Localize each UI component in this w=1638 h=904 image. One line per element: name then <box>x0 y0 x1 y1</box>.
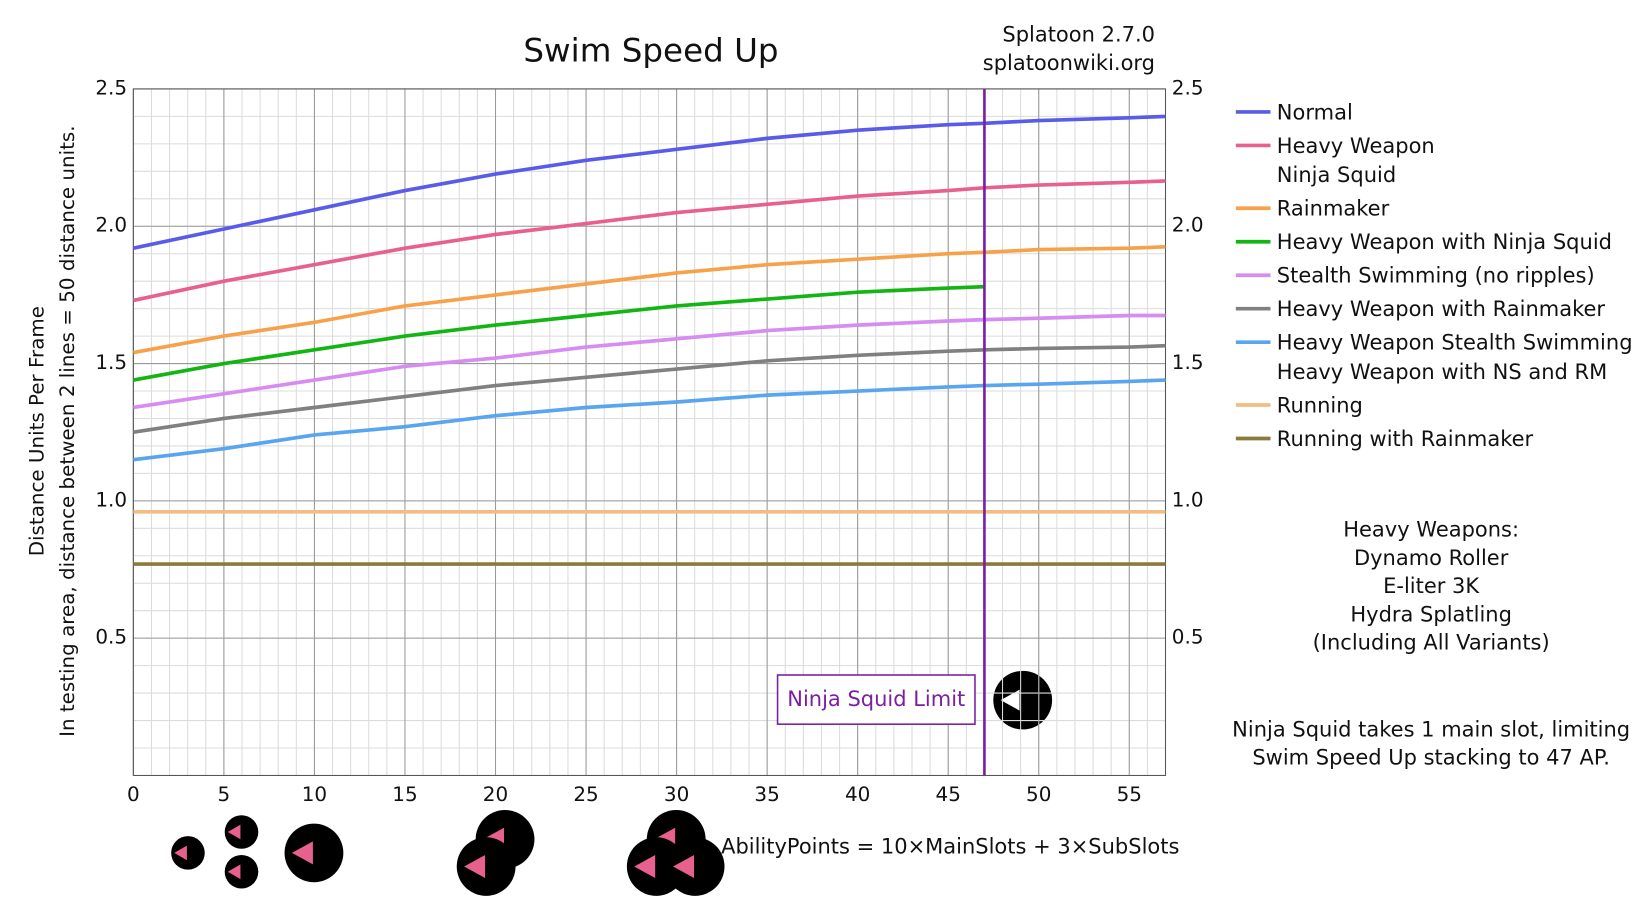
legend-label: Running with Rainmaker <box>1276 425 1534 452</box>
legend-label: Heavy Weapon Ninja Squid <box>1276 132 1435 188</box>
note: (Including All Variants) <box>1313 631 1550 655</box>
series-line <box>133 313 1166 410</box>
series-line <box>132 114 1166 251</box>
y2-tick-label: 1.5 <box>1172 351 1204 374</box>
note: Heavy Weapons: <box>1343 518 1519 542</box>
legend-entry: Normal <box>1276 99 1353 125</box>
y-tick-label: 1.5 <box>95 351 127 374</box>
legend-entry: Heavy Weapon Stealth Swimming Heavy Weap… <box>1276 329 1633 385</box>
footnote: Swim Speed Up stacking to 47 AP. <box>1252 746 1610 770</box>
y-tick-label: 0.5 <box>95 626 127 649</box>
limit-label: Ninja Squid Limit <box>787 687 965 711</box>
y2-tick-label: 0.5 <box>1172 626 1204 649</box>
note: E-liter 3K <box>1383 574 1480 598</box>
source: Splatoon 2.7.0 <box>1002 23 1155 47</box>
y2-tick-label: 1.0 <box>1172 488 1204 511</box>
y2-tick-label: 2.0 <box>1172 214 1204 237</box>
note: Hydra Splatling <box>1350 602 1512 626</box>
x-tick-label: 50 <box>1026 783 1051 806</box>
y2-tick-label: 2.5 <box>1172 76 1204 99</box>
series-line <box>133 343 1166 435</box>
chart-title: Swim Speed Up <box>523 31 778 69</box>
legend-label: Heavy Weapon with Ninja Squid <box>1276 229 1612 255</box>
legend-label: Rainmaker <box>1276 195 1390 221</box>
ability-icons <box>171 670 1053 896</box>
x-tick-label: 30 <box>664 783 689 806</box>
legend-entry: Stealth Swimming (no ripples) <box>1276 262 1595 288</box>
legend-entry: Heavy Weapon Ninja Squid <box>1276 132 1435 188</box>
x-tick-label: 55 <box>1117 783 1142 806</box>
legend-entry: Rainmaker <box>1276 195 1390 221</box>
x-tick-label: 40 <box>845 783 870 806</box>
legend-label: Heavy Weapon Stealth Swimming Heavy Weap… <box>1276 329 1633 385</box>
x-tick-label: 0 <box>127 783 140 806</box>
limit-label-box <box>776 674 976 725</box>
plot-frame <box>132 88 1167 776</box>
series-line <box>133 378 1166 462</box>
y-tick-label: 2.5 <box>95 76 127 99</box>
y-axis-label: Distance Units Per Frame <box>25 306 48 556</box>
x-tick-label: 25 <box>573 783 598 806</box>
source: splatoonwiki.org <box>983 51 1155 75</box>
legend-entry: Heavy Weapon with Rainmaker <box>1276 296 1606 322</box>
note: Dynamo Roller <box>1354 546 1509 570</box>
x-tick-label: 20 <box>483 783 508 806</box>
series-line <box>132 179 1166 303</box>
x-tick-label: 45 <box>936 783 961 806</box>
legend-label: Heavy Weapon with Rainmaker <box>1276 296 1606 322</box>
x-tick-label: 15 <box>392 783 417 806</box>
legend-entry: Running <box>1276 392 1363 418</box>
x-tick-label: 5 <box>218 783 231 806</box>
legend-label: Normal <box>1276 99 1353 125</box>
series-line <box>133 284 985 382</box>
legend-entry: Heavy Weapon with Ninja Squid <box>1276 229 1612 255</box>
y-axis-label: In testing area, distance between 2 line… <box>56 125 79 736</box>
legend-entry: Running with Rainmaker <box>1276 425 1534 452</box>
grid <box>132 88 1167 776</box>
y-tick-label: 1.0 <box>95 488 127 511</box>
x-tick-label: 35 <box>754 783 779 806</box>
footnote: Ninja Squid takes 1 main slot, limiting <box>1232 717 1630 741</box>
y-tick-label: 2.0 <box>95 214 127 237</box>
series-line <box>133 245 1166 355</box>
legend-label: Running <box>1276 392 1363 418</box>
formula: AbilityPoints = 10×MainSlots + 3×SubSlot… <box>721 835 1179 859</box>
legend-label: Stealth Swimming (no ripples) <box>1276 262 1595 288</box>
x-tick-label: 10 <box>302 783 327 806</box>
